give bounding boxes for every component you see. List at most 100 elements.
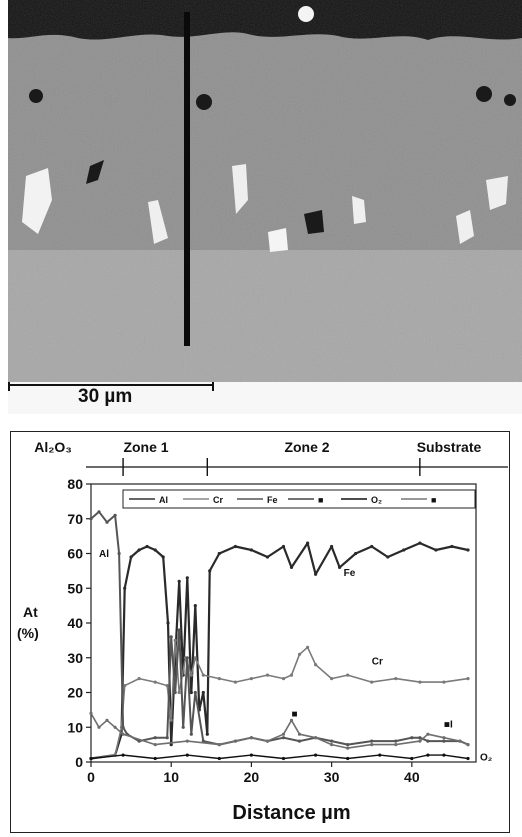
- series-point: [297, 732, 302, 736]
- series-point: [249, 736, 253, 740]
- series-point: [177, 628, 181, 632]
- series-point: [165, 736, 169, 740]
- series-point: [281, 677, 286, 681]
- series-point: [434, 548, 438, 552]
- series-point: [249, 753, 253, 757]
- series-point: [121, 732, 125, 736]
- series-point: [249, 548, 253, 552]
- series-point: [289, 673, 294, 677]
- series-point: [330, 743, 334, 747]
- series-point: [97, 725, 101, 729]
- series-point: [169, 743, 173, 747]
- axes: 0 10 20 30 40 50 60 70 80 0 10 20 30 40 Distance µm At (…: [17, 476, 477, 824]
- series-point: [450, 544, 454, 549]
- series-point: [330, 677, 334, 681]
- series-point: [265, 673, 270, 677]
- series-point: [314, 663, 318, 667]
- series-point: [233, 680, 237, 684]
- series-point: [289, 718, 294, 722]
- series-point: [458, 739, 462, 743]
- series-point: [386, 555, 390, 559]
- x-tick-label: 0: [87, 769, 95, 785]
- series-point: [97, 510, 101, 514]
- series-point: [217, 677, 221, 681]
- series-point: [173, 690, 177, 695]
- series-point: [201, 690, 205, 695]
- y-tick-label: 0: [75, 754, 83, 770]
- series-point: [153, 736, 157, 740]
- series-label: O₂: [480, 752, 492, 763]
- x-tick-label: 10: [163, 769, 179, 785]
- scale-bar: 30 µm: [8, 382, 522, 414]
- series-point: [201, 673, 205, 677]
- series-point: [113, 725, 117, 729]
- series-point: [193, 656, 197, 660]
- series-point: [466, 743, 470, 747]
- y-tick-label: 80: [67, 476, 83, 492]
- series-point: [346, 746, 350, 750]
- composition-profile-panel: Al₂O₃ Zone 1 Zone 2 Substrate 0 10 20 30 40 50 60…: [10, 431, 510, 833]
- series-line-1: [90, 639, 469, 760]
- legend-label: Cr: [213, 495, 223, 505]
- series-point: [346, 673, 350, 677]
- series-point: [297, 652, 302, 656]
- series-point: [281, 736, 286, 740]
- series-point: [89, 711, 93, 715]
- series-point: [123, 586, 127, 590]
- series-point: [402, 548, 406, 552]
- series-point: [177, 579, 181, 583]
- x-axis-title: Distance µm: [232, 802, 350, 824]
- series-point: [169, 718, 173, 722]
- series-point: [208, 569, 212, 573]
- series-point: [153, 756, 157, 761]
- series-point: [153, 743, 157, 747]
- series-line-0: [90, 542, 469, 760]
- series-point: [410, 756, 414, 761]
- series-point: [394, 739, 398, 743]
- series-point: [121, 725, 125, 729]
- series-point: [426, 753, 430, 757]
- series-point: [105, 520, 109, 524]
- composition-profile-chart: Al₂O₃ Zone 1 Zone 2 Substrate 0 10 20 30 40 50 60…: [17, 439, 508, 824]
- series-point: [89, 517, 93, 521]
- series-point: [370, 544, 374, 549]
- series-point: [330, 544, 334, 549]
- series-group: [89, 510, 470, 761]
- series-label: ■: [292, 709, 298, 720]
- series-point: [265, 739, 270, 743]
- series-point: [217, 551, 221, 556]
- y-tick-label: 70: [67, 511, 83, 527]
- legend: Al Cr Fe ■ O₂ ■: [122, 489, 476, 509]
- series-point: [466, 548, 470, 552]
- y-tick-label: 30: [67, 650, 83, 666]
- series-point: [137, 548, 141, 552]
- zone-label: Substrate: [417, 439, 482, 455]
- series-point: [117, 551, 121, 556]
- series-point: [281, 732, 286, 736]
- series-point: [338, 565, 342, 569]
- series-point: [354, 551, 358, 556]
- series-point: [418, 736, 422, 740]
- series-point: [205, 732, 209, 736]
- series-point: [193, 604, 197, 608]
- series-point: [410, 736, 414, 740]
- series-point: [314, 753, 318, 757]
- series-point: [193, 690, 197, 695]
- legend-label: ■: [318, 495, 323, 505]
- x-tick-label: 40: [404, 769, 420, 785]
- series-point: [289, 565, 294, 569]
- series-point: [169, 635, 173, 639]
- legend-label: ■: [431, 495, 436, 505]
- x-tick-label: 30: [324, 769, 340, 785]
- y-tick-label: 40: [67, 615, 83, 631]
- series-point: [145, 544, 149, 549]
- series-point: [418, 541, 422, 545]
- series-labels: Al Fe Cr ■ ■I O₂: [99, 549, 492, 763]
- series-point: [185, 576, 189, 580]
- series-line-4: [90, 754, 469, 760]
- series-point: [346, 743, 350, 747]
- series-point: [306, 645, 310, 649]
- series-point: [306, 541, 310, 545]
- series-point: [105, 718, 109, 722]
- series-point: [123, 684, 127, 688]
